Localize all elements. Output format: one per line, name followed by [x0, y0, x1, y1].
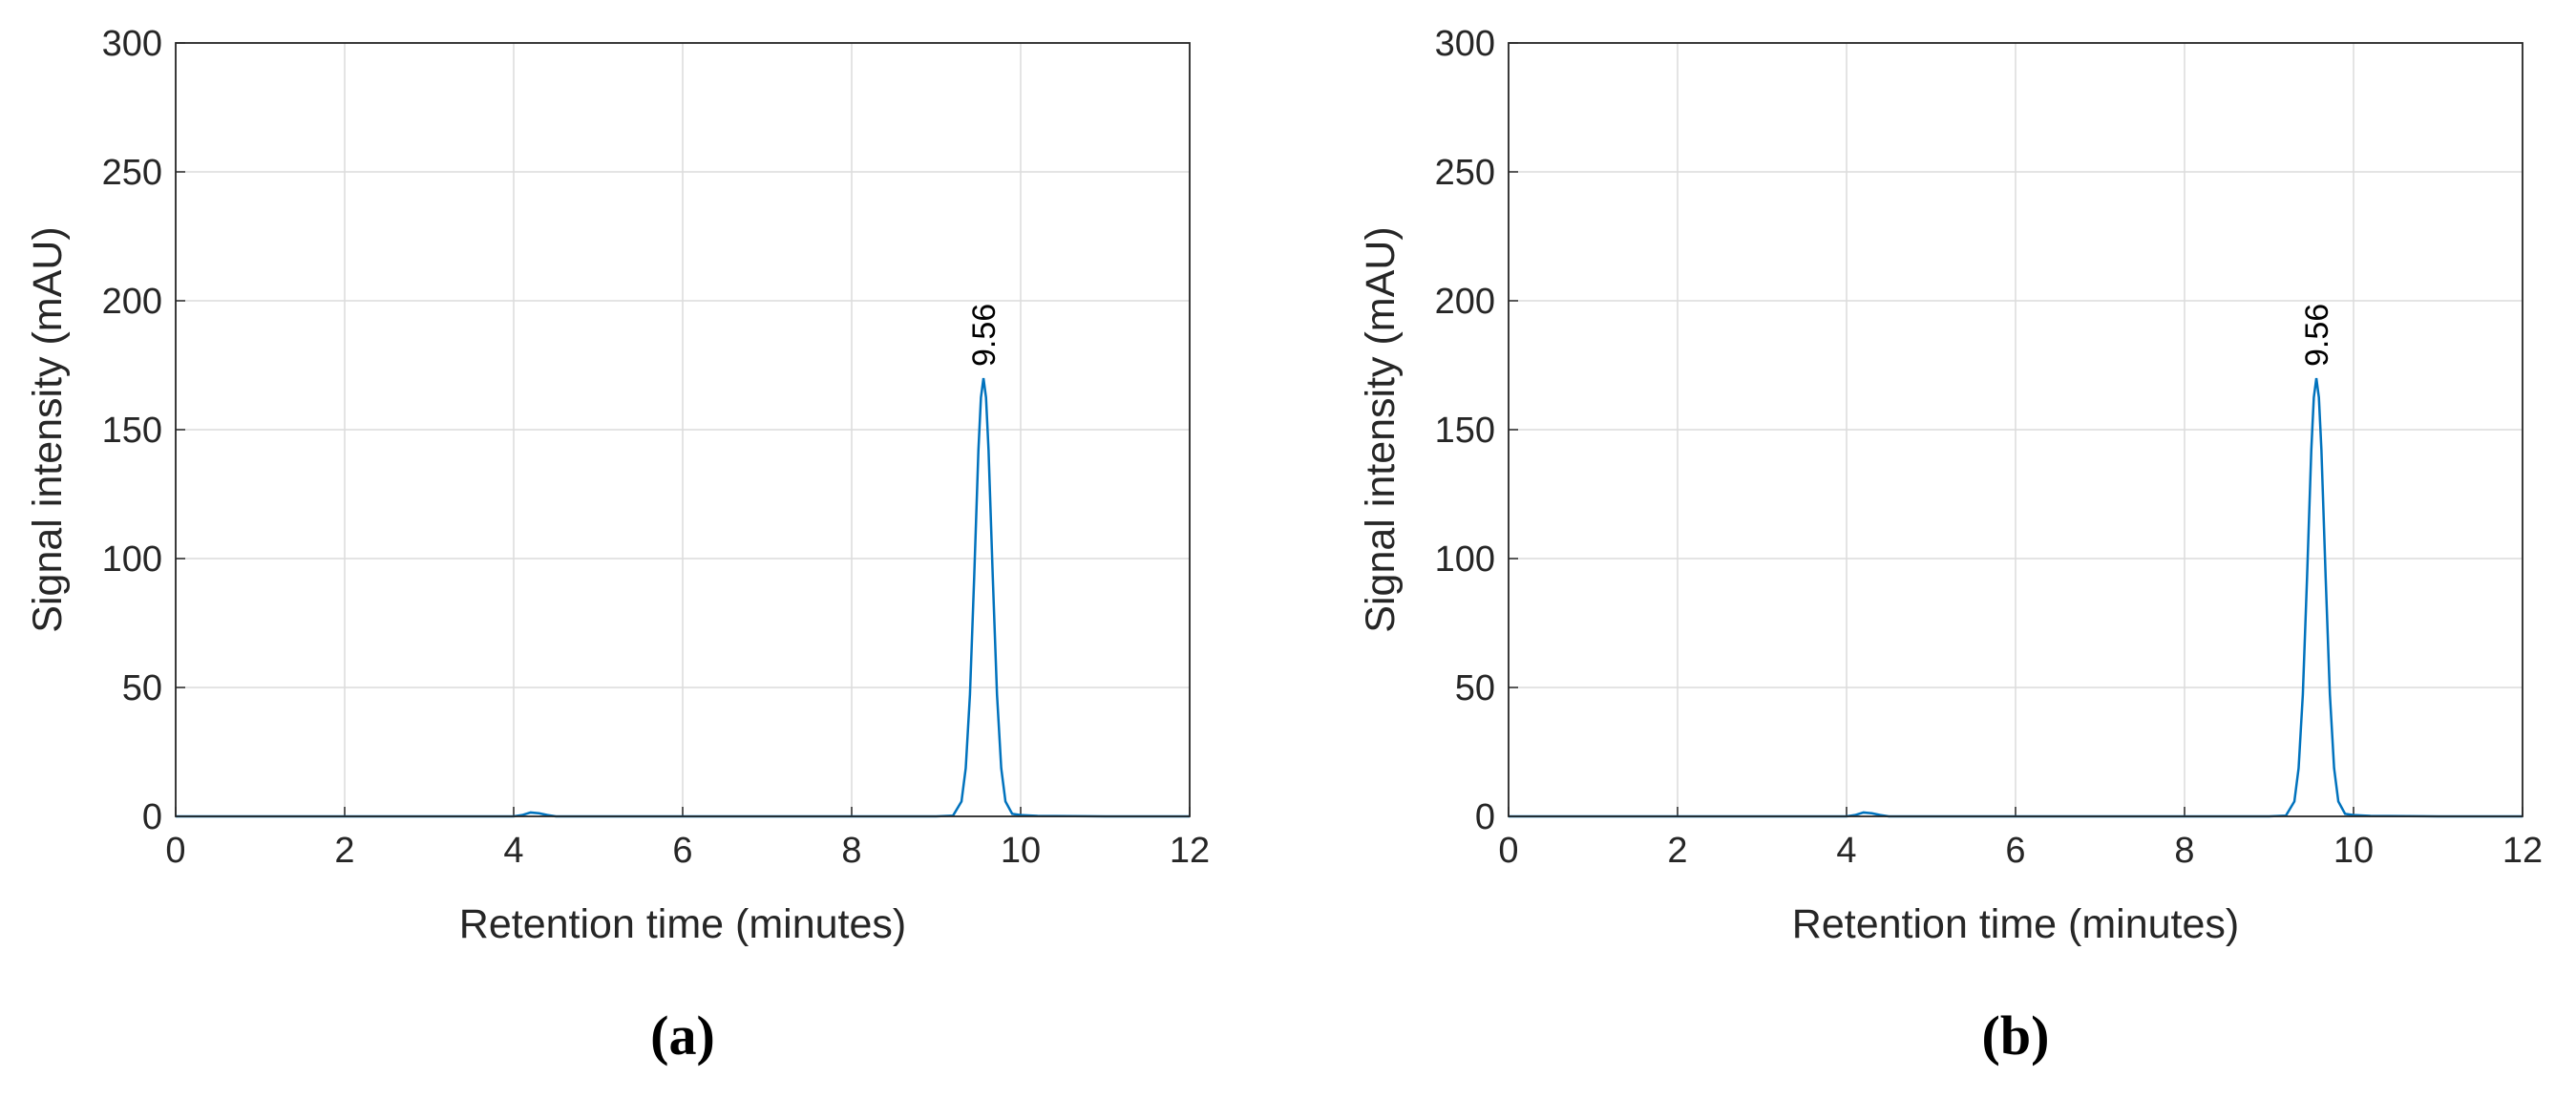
caption: (b) [1982, 1004, 2050, 1067]
y-tick-label: 0 [1475, 797, 1495, 837]
y-tick-label: 100 [102, 539, 162, 580]
x-tick-label: 12 [1170, 831, 1210, 871]
y-tick-label: 100 [1435, 539, 1495, 580]
y-axis-label: Signal intensity (mAU) [25, 226, 71, 632]
y-tick-label: 50 [1455, 668, 1495, 708]
x-tick-label: 4 [503, 831, 523, 871]
x-tick-label: 10 [1001, 831, 1041, 871]
y-tick-label: 250 [1435, 153, 1495, 193]
peak-label: 9.56 [2299, 304, 2335, 367]
y-tick-label: 300 [102, 24, 162, 64]
x-tick-label: 2 [1667, 831, 1687, 871]
data-line [1509, 377, 2523, 818]
y-tick-label: 300 [1435, 24, 1495, 64]
x-tick-label: 0 [1498, 831, 1518, 871]
y-tick-label: 50 [122, 668, 162, 708]
peak-label: 9.56 [966, 304, 1003, 367]
y-tick-label: 200 [102, 282, 162, 322]
x-tick-label: 10 [2333, 831, 2374, 871]
x-axis-label: Retention time (minutes) [459, 901, 906, 947]
y-axis-label: Signal intensity (mAU) [1358, 226, 1404, 632]
x-tick-label: 6 [2005, 831, 2025, 871]
y-tick-label: 150 [102, 411, 162, 451]
y-tick-label: 150 [1435, 411, 1495, 451]
axes-box [175, 42, 1191, 817]
caption: (a) [650, 1004, 715, 1067]
y-tick-label: 250 [102, 153, 162, 193]
axes-box [1508, 42, 2523, 817]
x-tick-label: 2 [334, 831, 354, 871]
y-tick-label: 0 [142, 797, 162, 837]
x-tick-label: 6 [672, 831, 692, 871]
x-tick-label: 4 [1836, 831, 1856, 871]
x-tick-label: 8 [2174, 831, 2194, 871]
y-tick-label: 200 [1435, 282, 1495, 322]
x-tick-label: 12 [2502, 831, 2543, 871]
x-tick-label: 0 [165, 831, 185, 871]
data-line [176, 377, 1190, 818]
x-tick-label: 8 [841, 831, 861, 871]
x-axis-label: Retention time (minutes) [1792, 901, 2239, 947]
